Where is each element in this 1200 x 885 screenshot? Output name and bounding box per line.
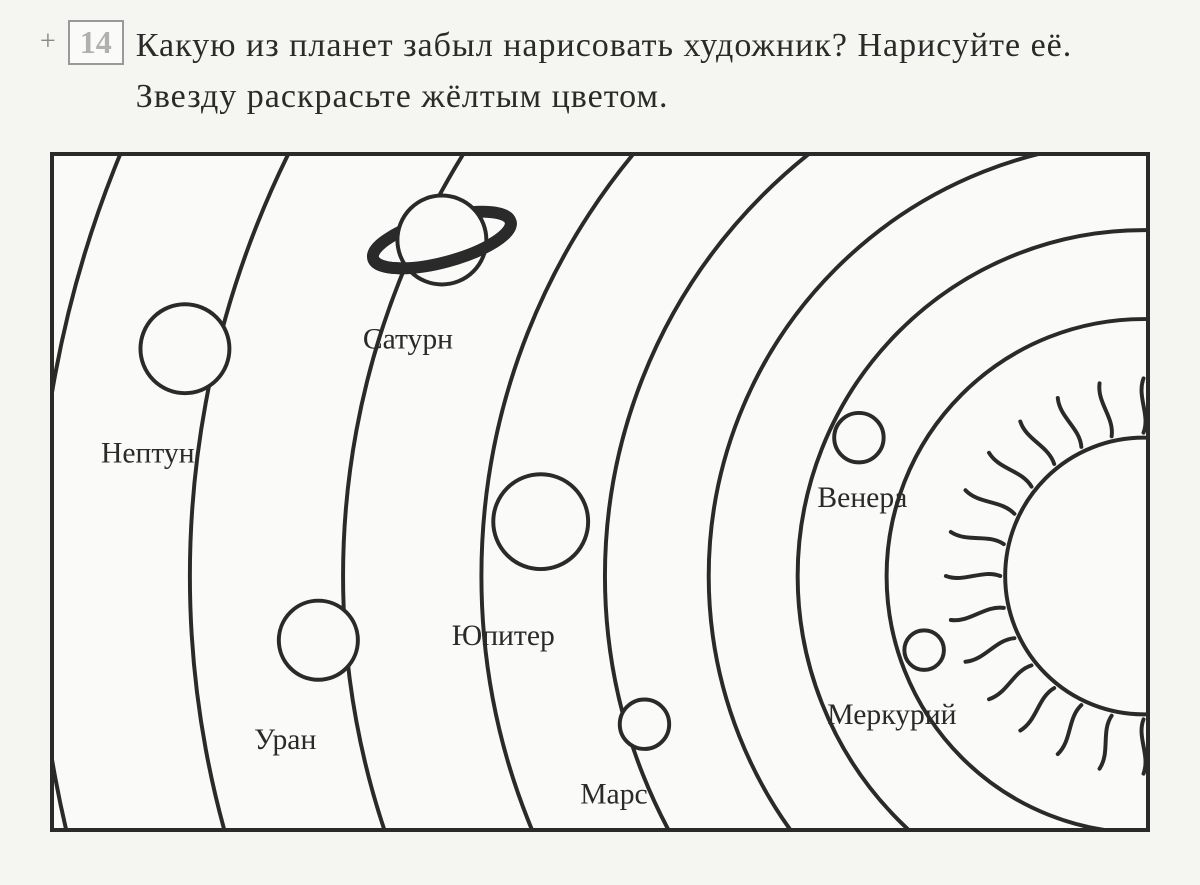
label-Сатурн: Сатурн <box>363 324 453 356</box>
orbit-8 <box>54 156 1146 828</box>
sun-ray <box>1099 383 1112 436</box>
question-number: 14 <box>68 20 124 65</box>
label-Уран: Уран <box>254 724 316 756</box>
sun-ray <box>965 638 1014 662</box>
sun-ray <box>1020 421 1054 463</box>
sun-ray <box>951 532 1004 544</box>
sun-ray <box>989 665 1031 699</box>
sun-ray <box>1142 719 1146 773</box>
label-Юпитер: Юпитер <box>452 620 555 652</box>
planet-Марс <box>620 700 669 749</box>
sun-ray <box>951 608 1004 621</box>
sun-ray <box>1100 716 1112 769</box>
label-Марс: Марс <box>580 778 647 810</box>
planets <box>140 196 943 749</box>
planet-Венера <box>834 413 883 462</box>
planet-Меркурий <box>904 630 944 670</box>
sun-ray <box>1058 398 1082 447</box>
sun-ray <box>1142 378 1146 432</box>
label-Нептун: Нептун <box>101 437 195 469</box>
diagram-svg: Меркурий Венера Марс Юпитер Сатурн Уран Нептун <box>54 156 1146 828</box>
planet-Юпитер <box>493 474 588 569</box>
orbits <box>54 156 1146 828</box>
sun-ray <box>1020 688 1054 730</box>
question-header: + 14 Какую из планет забыл нарисовать ху… <box>40 20 1160 122</box>
planet-Уран <box>279 601 358 680</box>
label-Венера: Венера <box>817 482 907 514</box>
sun <box>946 378 1146 773</box>
planet-Нептун <box>140 304 229 393</box>
sun-ray <box>946 574 1000 578</box>
question-text: Какую из планет забыл нарисовать худож­н… <box>136 20 1160 122</box>
plus-mark: + <box>40 26 56 58</box>
sun-ray <box>965 490 1014 514</box>
solar-system-diagram: Меркурий Венера Марс Юпитер Сатурн Уран Нептун <box>50 152 1150 832</box>
sun-ray <box>1058 705 1082 754</box>
sun-ray <box>989 453 1031 487</box>
label-Меркурий: Меркурий <box>827 699 956 731</box>
